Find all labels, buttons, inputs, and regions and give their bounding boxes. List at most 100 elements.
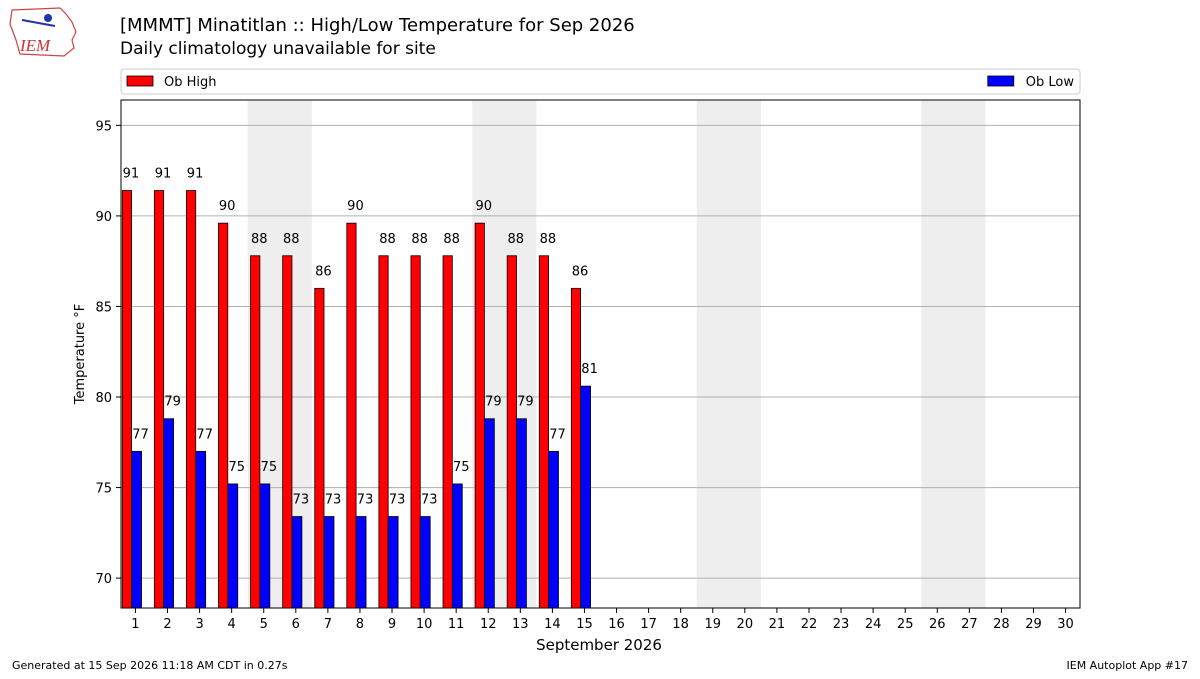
x-tick-label: 11: [448, 617, 465, 632]
x-tick-label: 18: [672, 617, 689, 632]
value-label: 91: [187, 167, 204, 182]
value-label: 88: [443, 232, 460, 247]
value-label: 81: [581, 362, 598, 377]
bar: [506, 255, 517, 609]
x-tick-label: 10: [416, 617, 433, 632]
x-axis-label: September 2026: [536, 636, 662, 654]
footer-right: IEM Autoplot App #17: [1067, 659, 1189, 672]
bar: [570, 287, 582, 609]
x-tick-label: 2: [163, 617, 171, 632]
bar: [250, 255, 261, 609]
value-label: 88: [411, 232, 428, 247]
weekend-shade: [921, 100, 986, 608]
x-tick-label: 12: [480, 617, 497, 632]
value-label: 91: [155, 167, 172, 182]
x-tick-label: 20: [737, 617, 754, 632]
chart-title: [MMMT] Minatitlan :: High/Low Temperatur…: [120, 15, 635, 36]
x-tick-label: 24: [865, 617, 882, 632]
legend-label: Ob High: [164, 75, 217, 90]
value-label: 73: [293, 493, 310, 508]
value-label: 86: [572, 264, 589, 279]
bar: [227, 483, 239, 609]
x-tick-label: 9: [388, 617, 396, 632]
x-tick-label: 25: [897, 617, 914, 632]
value-label: 88: [508, 232, 525, 247]
bar: [451, 483, 463, 609]
bar: [346, 222, 357, 609]
plot-frame: [120, 99, 1081, 609]
y-tick-label: 80: [95, 391, 112, 406]
bar: [121, 190, 132, 609]
value-label: 73: [421, 493, 438, 508]
x-tick-label: 23: [833, 617, 850, 632]
value-label: 88: [379, 232, 396, 247]
value-label: 77: [132, 427, 149, 442]
bar: [548, 450, 559, 609]
legend-box: [120, 68, 1081, 95]
x-tick-label: 8: [356, 617, 364, 632]
value-label: 86: [315, 264, 332, 279]
value-label: 79: [485, 395, 502, 410]
bar: [131, 450, 142, 609]
value-label: 90: [347, 199, 364, 214]
y-axis-label: Temperature °F: [73, 304, 88, 405]
value-label: 88: [251, 232, 268, 247]
value-label: 73: [389, 493, 406, 508]
bar: [516, 418, 527, 609]
x-tick-label: 3: [195, 617, 203, 632]
bar: [378, 255, 389, 609]
weekend-shade: [696, 100, 761, 608]
x-tick-label: 15: [576, 617, 593, 632]
bar: [259, 483, 271, 609]
value-label: 75: [229, 460, 246, 475]
legend-swatch: [987, 75, 1015, 87]
x-tick-label: 1: [131, 617, 139, 632]
y-tick-label: 95: [95, 119, 112, 134]
bar: [153, 190, 165, 609]
legend-swatch: [126, 75, 154, 87]
value-label: 90: [475, 199, 492, 214]
y-tick-label: 75: [95, 482, 112, 497]
value-label: 77: [196, 427, 213, 442]
bar: [195, 450, 207, 609]
x-tick-label: 27: [961, 617, 978, 632]
bar: [186, 190, 197, 609]
bar: [483, 418, 495, 609]
logo-dot: [44, 14, 52, 22]
value-label: 75: [453, 460, 470, 475]
bar: [474, 222, 485, 609]
value-label: 88: [283, 232, 300, 247]
x-tick-label: 6: [292, 617, 300, 632]
x-tick-label: 26: [929, 617, 946, 632]
bar: [218, 222, 229, 609]
x-tick-label: 28: [993, 617, 1010, 632]
bar: [323, 516, 335, 609]
logo-text: IEM: [19, 36, 51, 55]
value-label: 90: [219, 199, 236, 214]
x-tick-label: 22: [801, 617, 818, 632]
value-label: 75: [261, 460, 278, 475]
bar: [410, 255, 421, 609]
x-tick-label: 30: [1057, 617, 1074, 632]
bar: [419, 516, 431, 609]
value-label: 91: [123, 167, 140, 182]
y-tick-label: 70: [95, 572, 112, 587]
x-tick-label: 14: [544, 617, 561, 632]
bar: [163, 418, 175, 609]
bar: [314, 287, 325, 609]
x-tick-label: 16: [608, 617, 625, 632]
x-tick-label: 13: [512, 617, 529, 632]
x-tick-label: 5: [260, 617, 268, 632]
logo: IEM: [9, 7, 77, 57]
value-label: 73: [357, 493, 374, 508]
bar: [538, 255, 549, 609]
chart-subtitle: Daily climatology unavailable for site: [120, 39, 436, 59]
x-tick-label: 21: [769, 617, 786, 632]
legend-label: Ob Low: [1026, 75, 1075, 90]
x-tick-label: 17: [640, 617, 657, 632]
value-label: 79: [164, 395, 181, 410]
x-tick-label: 4: [228, 617, 236, 632]
bar: [282, 255, 293, 609]
logo-line: [21, 19, 56, 27]
